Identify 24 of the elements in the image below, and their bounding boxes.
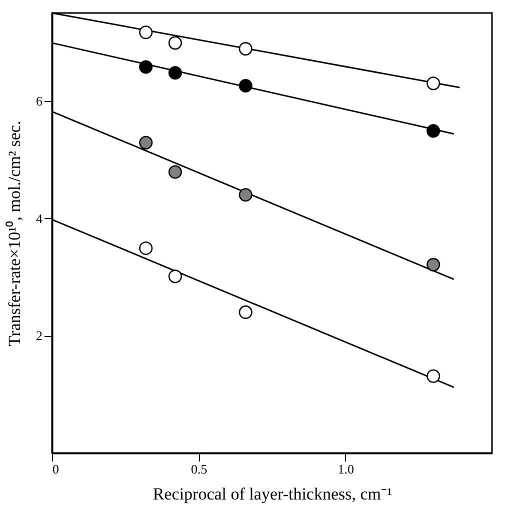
y-tick-label: 6 [36, 94, 43, 108]
point [238, 78, 252, 93]
y-axis-title: Transfer-rate×10¹⁰, mol./cm² sec. [5, 120, 24, 346]
point [426, 369, 440, 383]
x-tick-label: 0.5 [191, 462, 208, 476]
point [168, 165, 182, 179]
point [168, 66, 182, 80]
point [426, 124, 440, 138]
x-tick-label: 1.0 [338, 462, 354, 476]
point [238, 188, 252, 202]
point [238, 305, 252, 319]
point [139, 136, 153, 150]
x-tick-label: 0 [52, 462, 59, 476]
point [168, 270, 182, 284]
point [139, 60, 153, 74]
point [139, 26, 153, 40]
point [168, 36, 182, 50]
point [426, 258, 440, 272]
y-tick-label: 2 [36, 328, 42, 344]
y-tick-label: 4 [36, 210, 43, 226]
point [238, 42, 252, 56]
point [139, 241, 153, 256]
x-axis-title: Reciprocal of layer-thickness, cm⁻¹ [152, 484, 392, 504]
point [426, 76, 440, 90]
